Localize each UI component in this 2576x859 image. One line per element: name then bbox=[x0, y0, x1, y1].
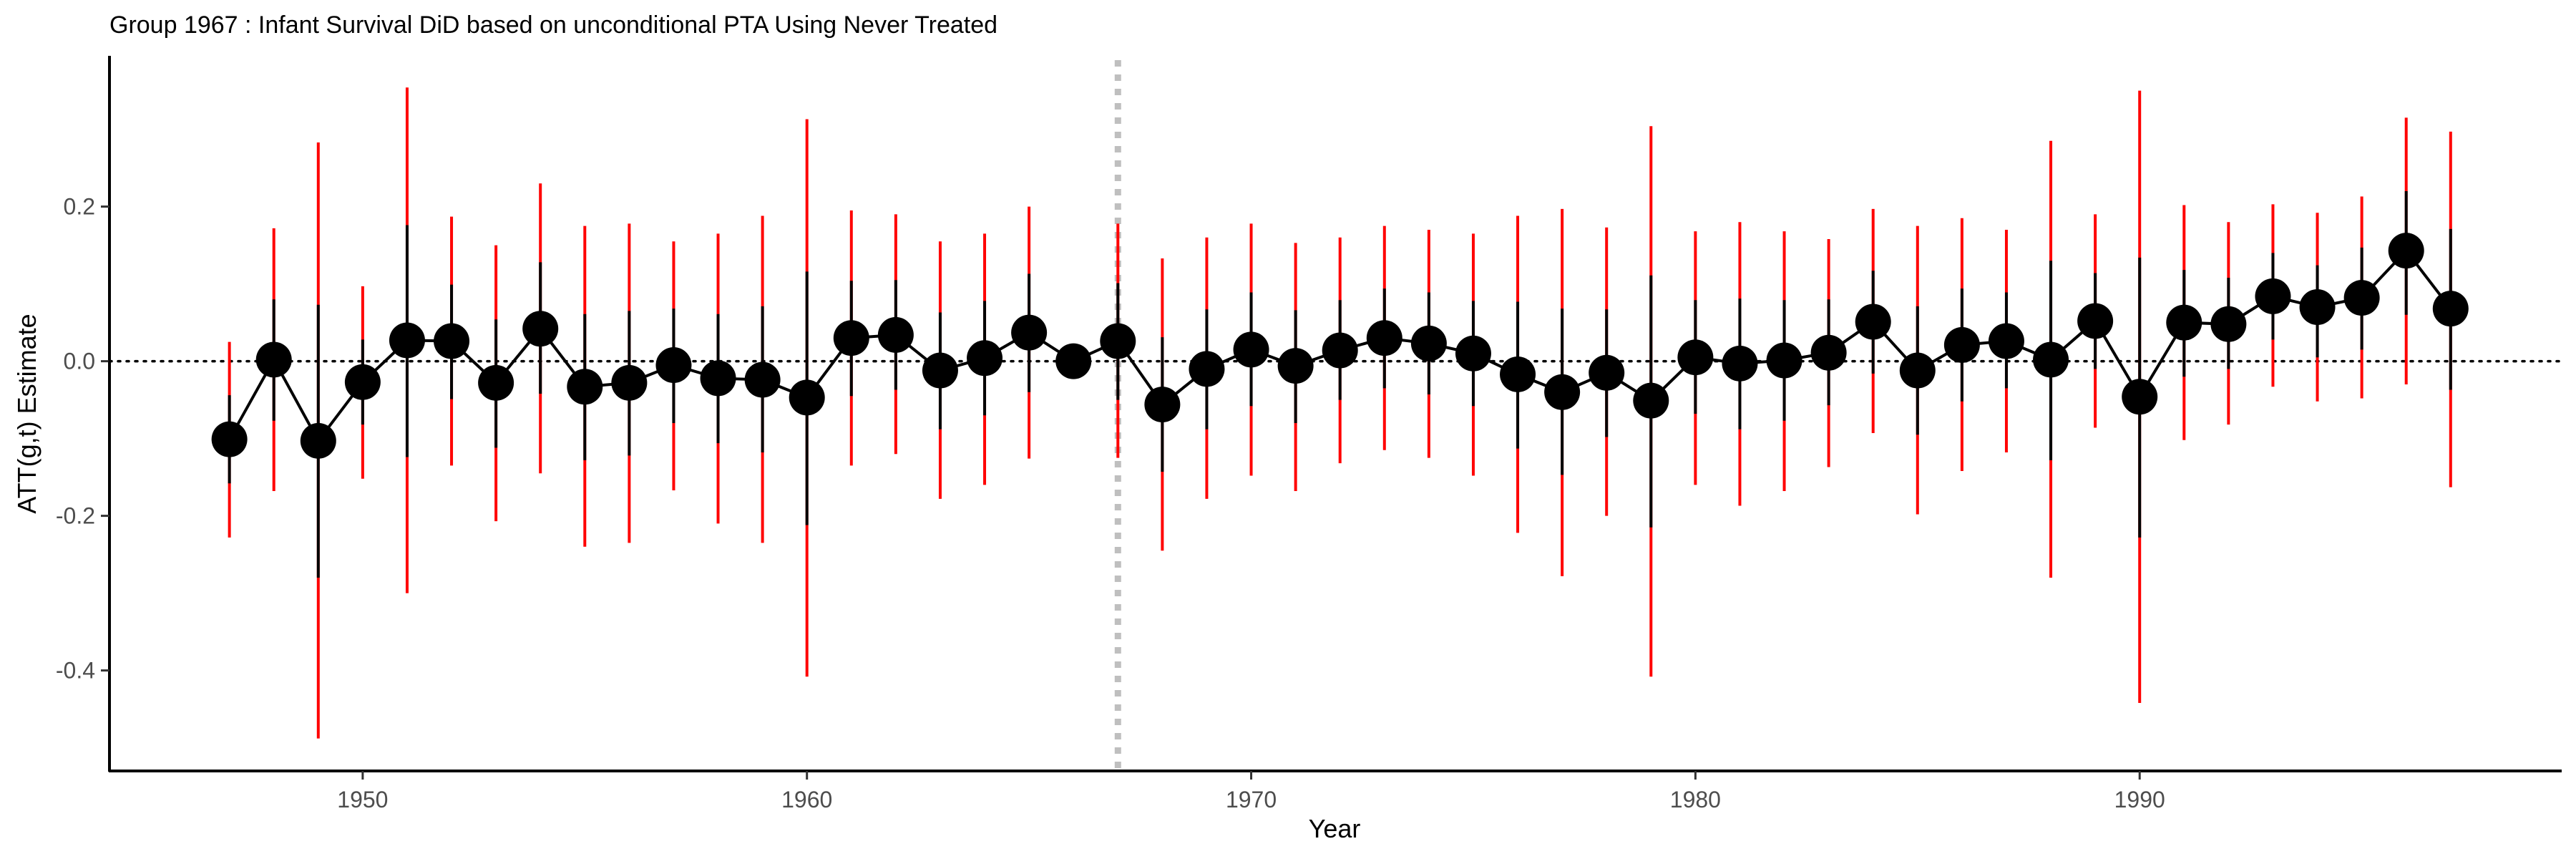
estimate-point bbox=[478, 364, 514, 401]
chart-title: Group 1967 : Infant Survival DiD based o… bbox=[109, 11, 997, 39]
estimate-point bbox=[1011, 314, 1048, 351]
estimate-point bbox=[2033, 341, 2069, 378]
estimate-point bbox=[1144, 387, 1181, 423]
estimate-point bbox=[1899, 352, 1936, 389]
estimate-point bbox=[1100, 323, 1136, 359]
estimate-point bbox=[1322, 332, 1358, 369]
estimate-point bbox=[567, 369, 603, 405]
estimate-point bbox=[389, 322, 425, 359]
x-tick-label: 1950 bbox=[337, 787, 388, 812]
x-tick-label: 1990 bbox=[2114, 787, 2165, 812]
estimate-point bbox=[2388, 233, 2424, 269]
estimate-point bbox=[1233, 331, 1269, 368]
estimate-point bbox=[1277, 348, 1314, 384]
x-tick-label: 1980 bbox=[1670, 787, 1721, 812]
estimate-point bbox=[1633, 382, 1669, 419]
estimate-point bbox=[2255, 278, 2291, 314]
estimate-point bbox=[700, 360, 736, 397]
estimate-point bbox=[1055, 343, 1092, 379]
estimate-point bbox=[1589, 354, 1625, 391]
estimate-point bbox=[522, 311, 559, 347]
estimate-point bbox=[434, 323, 470, 359]
estimate-point bbox=[300, 422, 336, 459]
y-axis-label: ATT(g,t) Estimate bbox=[12, 314, 42, 513]
estimate-point bbox=[1410, 325, 1447, 361]
estimate-point bbox=[2343, 280, 2380, 316]
estimate-point bbox=[2122, 379, 2158, 415]
estimate-point bbox=[255, 341, 292, 378]
y-tick-label: -0.4 bbox=[56, 658, 95, 684]
estimate-point bbox=[744, 361, 781, 398]
estimate-point bbox=[1766, 342, 1802, 379]
estimate-point bbox=[967, 340, 1003, 377]
plot-area: 1950 1960 1970 1980 1990 -0.4 -0.2 0.0 0.2 bbox=[56, 56, 2563, 812]
estimate-point bbox=[1455, 335, 1491, 372]
x-tick-label: 1970 bbox=[1226, 787, 1277, 812]
estimate-point bbox=[1500, 356, 1536, 392]
y-tick-label: 0.0 bbox=[64, 349, 95, 374]
estimate-point bbox=[655, 347, 692, 383]
estimate-point bbox=[1810, 334, 1847, 371]
estimate-point bbox=[1189, 351, 1225, 387]
y-tick-label: 0.2 bbox=[64, 194, 95, 220]
estimate-point bbox=[2077, 303, 2114, 339]
estimate-point bbox=[1988, 323, 2024, 359]
estimate-point bbox=[1544, 374, 1581, 410]
estimate-point bbox=[1677, 339, 1714, 376]
x-tick-label: 1960 bbox=[781, 787, 832, 812]
estimate-point bbox=[789, 379, 825, 416]
estimate-point bbox=[1855, 304, 1891, 340]
estimate-point bbox=[922, 352, 958, 389]
estimate-point bbox=[2210, 306, 2247, 342]
estimate-point bbox=[2166, 304, 2202, 341]
estimate-point bbox=[877, 316, 914, 353]
y-tick-label: -0.2 bbox=[56, 503, 95, 529]
estimate-point bbox=[1722, 345, 1758, 382]
estimate-point bbox=[344, 364, 381, 400]
estimate-point bbox=[2432, 291, 2469, 327]
estimate-point bbox=[1943, 326, 1980, 363]
estimate-point bbox=[2299, 289, 2336, 325]
estimate-point bbox=[833, 320, 869, 356]
estimate-point bbox=[211, 421, 248, 457]
estimate-point bbox=[611, 364, 648, 401]
x-axis-label: Year bbox=[1309, 814, 1361, 843]
estimate-point bbox=[1366, 320, 1402, 356]
